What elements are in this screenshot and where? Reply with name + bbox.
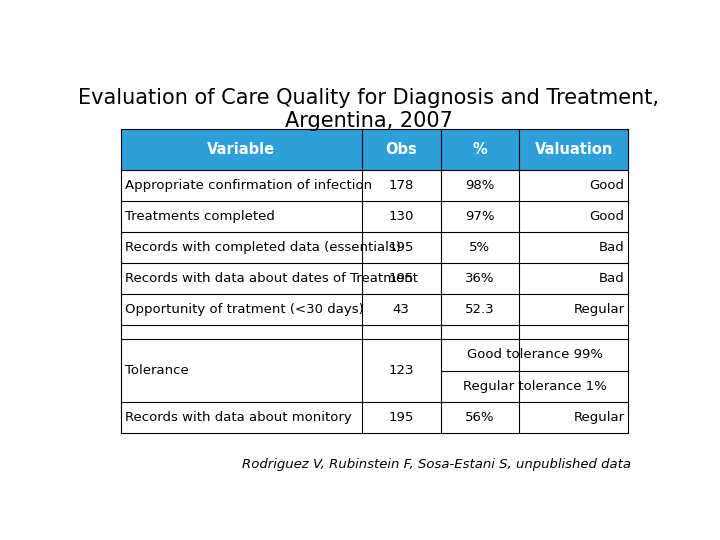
Text: Records with data about dates of Treatment: Records with data about dates of Treatme… xyxy=(125,272,418,285)
Text: 130: 130 xyxy=(389,210,414,223)
Text: Valuation: Valuation xyxy=(535,142,613,157)
Text: 36%: 36% xyxy=(465,272,495,285)
Text: Bad: Bad xyxy=(598,241,624,254)
Text: Rodriguez V, Rubinstein F, Sosa-Estani S, unpublished data: Rodriguez V, Rubinstein F, Sosa-Estani S… xyxy=(242,458,631,471)
Text: Opportunity of tratment (<30 days): Opportunity of tratment (<30 days) xyxy=(125,303,364,316)
Text: Bad: Bad xyxy=(598,272,624,285)
Text: Records with completed data (essentials): Records with completed data (essentials) xyxy=(125,241,400,254)
Text: 43: 43 xyxy=(393,303,410,316)
Text: Tolerance: Tolerance xyxy=(125,364,189,377)
Text: 97%: 97% xyxy=(465,210,495,223)
Text: Treatments completed: Treatments completed xyxy=(125,210,274,223)
Bar xyxy=(519,129,629,170)
Text: 123: 123 xyxy=(389,364,414,377)
Text: Appropriate confirmation of infection: Appropriate confirmation of infection xyxy=(125,179,372,192)
Text: 195: 195 xyxy=(389,272,414,285)
Text: %: % xyxy=(472,142,487,157)
Bar xyxy=(121,129,362,170)
Text: 98%: 98% xyxy=(465,179,495,192)
Text: Good: Good xyxy=(590,210,624,223)
Text: 195: 195 xyxy=(389,411,414,424)
Text: 178: 178 xyxy=(389,179,414,192)
Bar xyxy=(362,129,441,170)
Text: 52.3: 52.3 xyxy=(465,303,495,316)
Text: Records with data about monitory: Records with data about monitory xyxy=(125,411,351,424)
Text: 5%: 5% xyxy=(469,241,490,254)
Text: Good tolerance 99%: Good tolerance 99% xyxy=(467,348,603,361)
Text: Regular: Regular xyxy=(573,411,624,424)
Text: Obs: Obs xyxy=(385,142,417,157)
Text: Regular tolerance 1%: Regular tolerance 1% xyxy=(462,380,606,393)
Text: Good: Good xyxy=(590,179,624,192)
Text: 56%: 56% xyxy=(465,411,495,424)
Bar xyxy=(441,129,519,170)
Text: Regular: Regular xyxy=(573,303,624,316)
Text: Evaluation of Care Quality for Diagnosis and Treatment,
Argentina, 2007: Evaluation of Care Quality for Diagnosis… xyxy=(78,87,660,131)
Text: 195: 195 xyxy=(389,241,414,254)
Text: Variable: Variable xyxy=(207,142,275,157)
